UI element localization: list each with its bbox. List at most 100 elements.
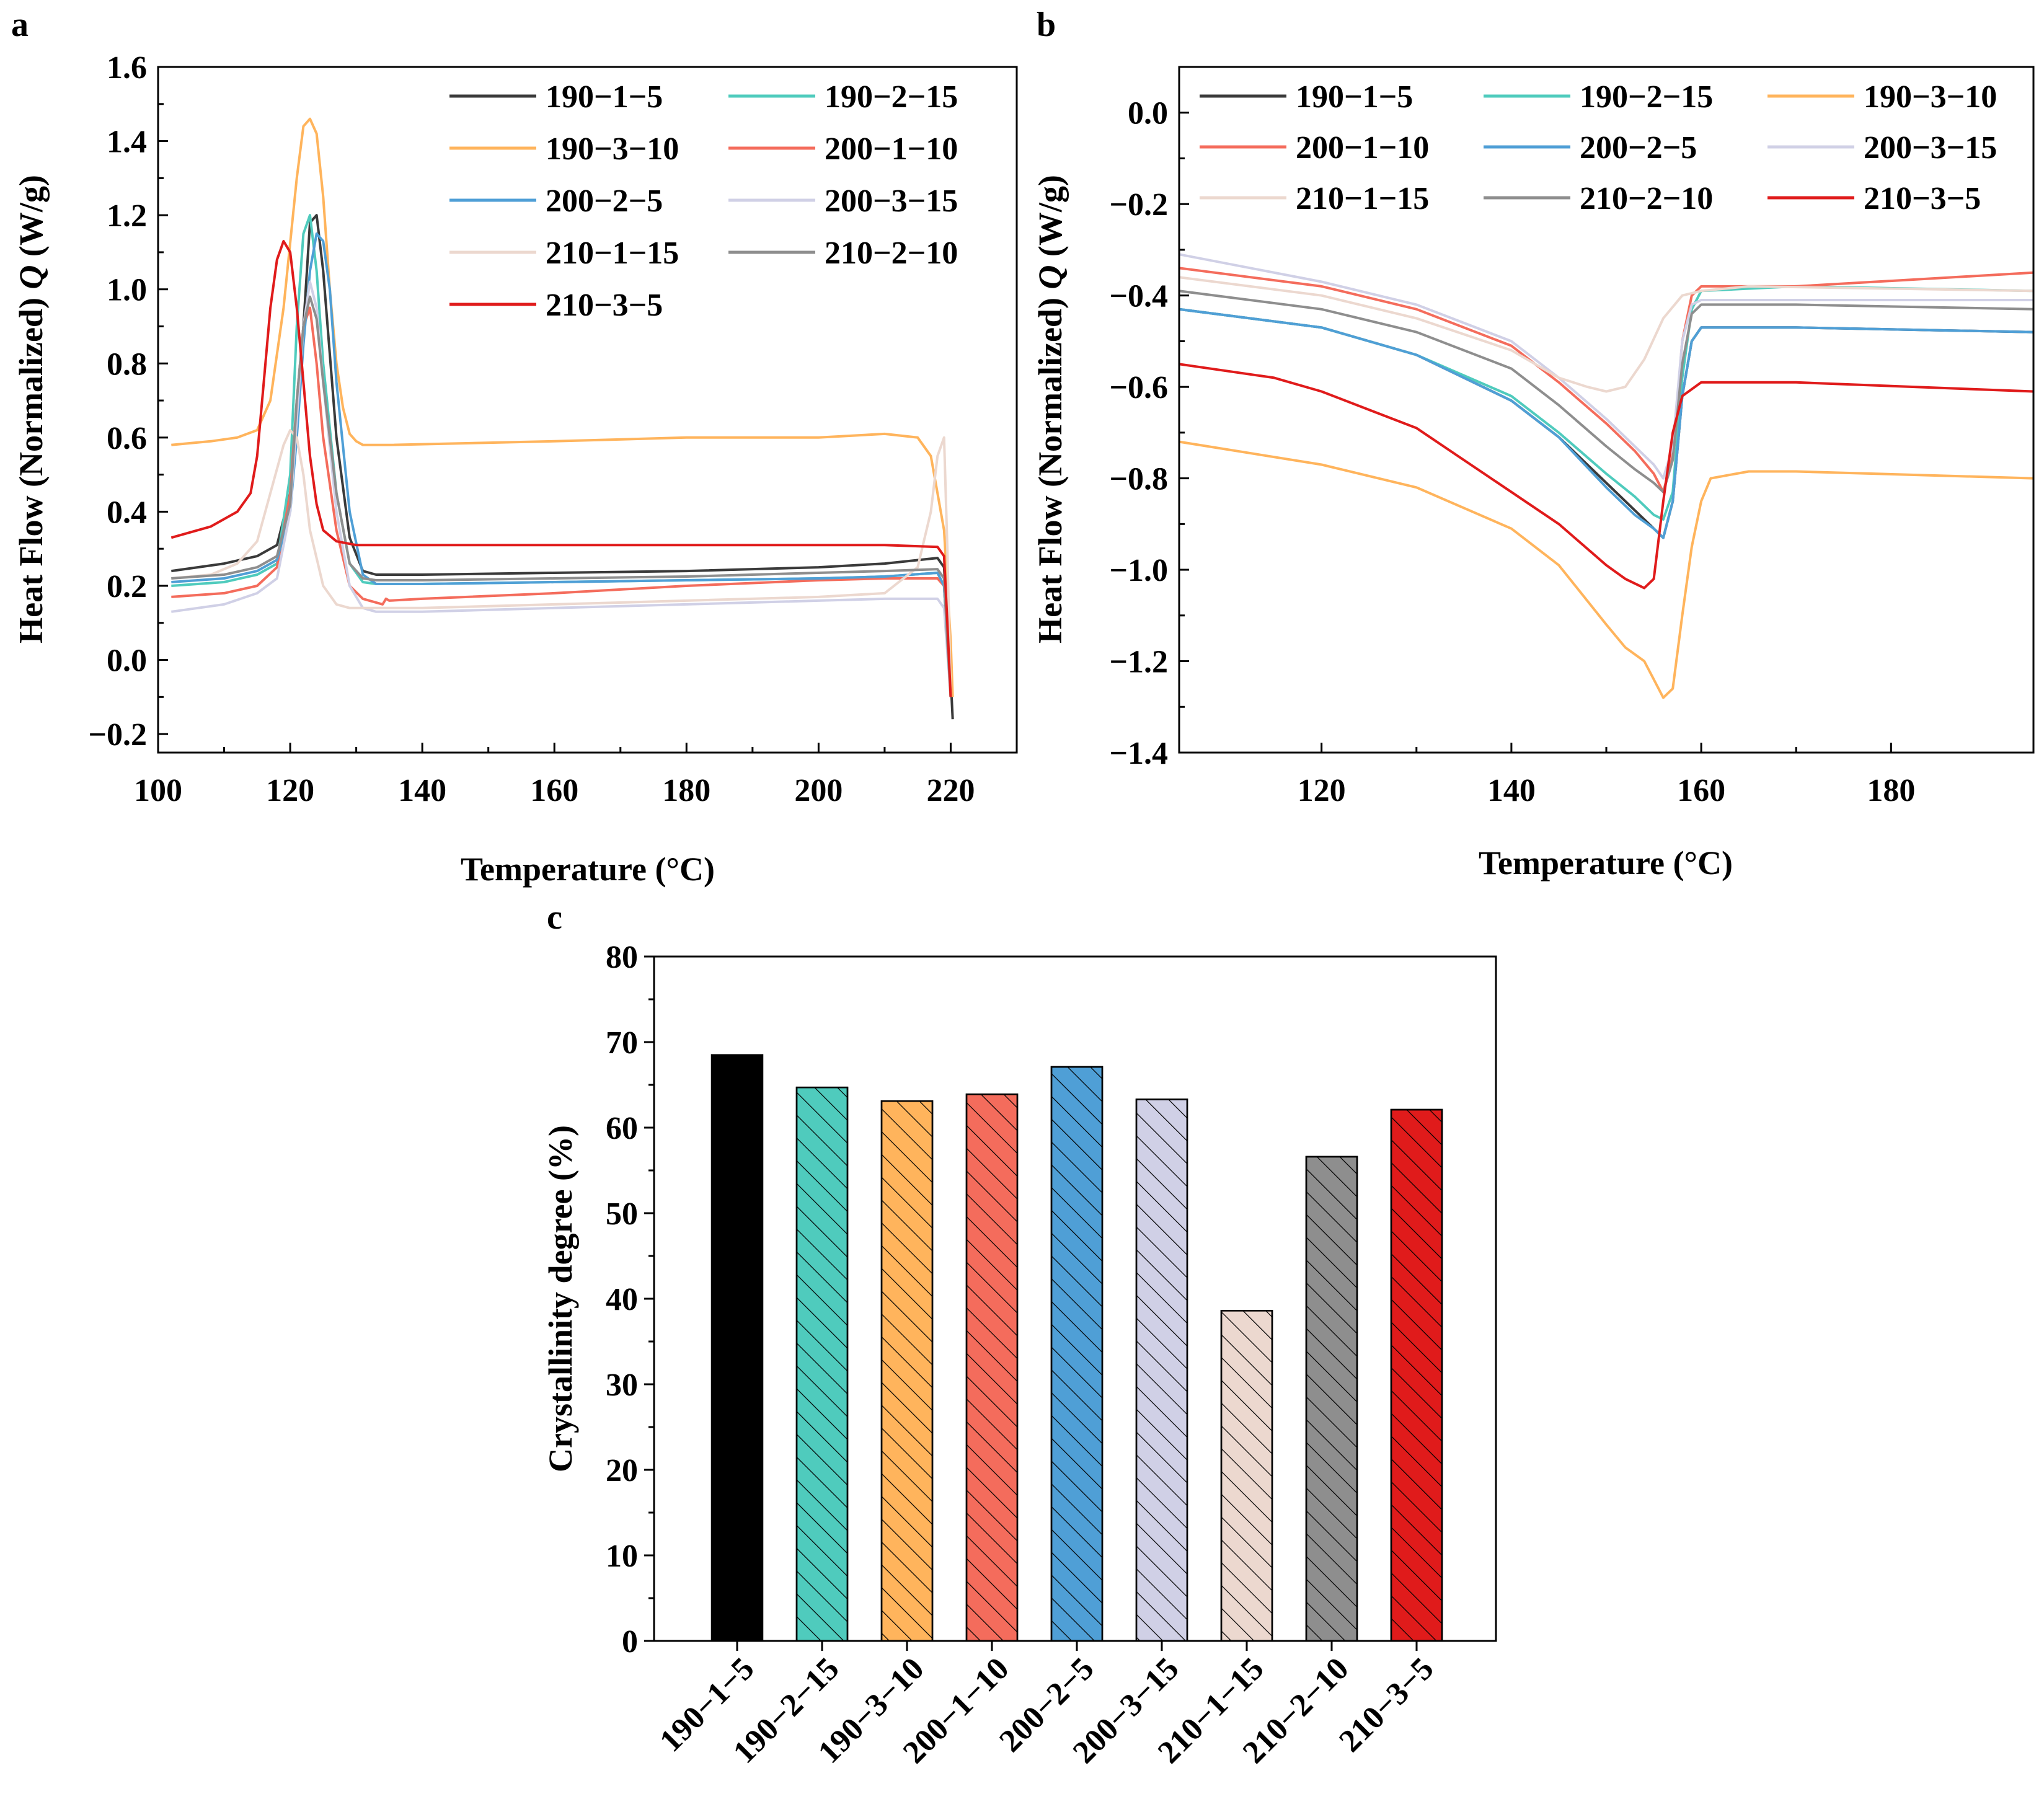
chart-c-y-tick-label: 30	[606, 1368, 638, 1403]
chart-a-y-axis-title: Heat Flow (Normalized) Q (W/g)	[12, 175, 50, 643]
chart-b-y-tick-label: −0.6	[1109, 370, 1168, 405]
chart-b-y-tick-label: −1.4	[1109, 736, 1168, 771]
chart-a-series-line-6	[171, 280, 952, 697]
chart-b-legend-label: 190−2−15	[1580, 79, 1713, 115]
chart-a-legend-label: 200−3−15	[825, 183, 958, 219]
chart-b-x-tick-label: 160	[1677, 773, 1725, 808]
chart-a-y-tick-label: 1.2	[107, 198, 147, 234]
chart-c-y-tick-label: 0	[622, 1624, 638, 1660]
chart-b-series-lines	[1179, 253, 2034, 699]
chart-b-x-tick-label: 120	[1298, 773, 1346, 808]
chart-c-y-tick-label: 80	[606, 940, 638, 975]
chart-a-y-tick-label: 0.8	[107, 347, 147, 382]
chart-a-x-tick-label: 100	[134, 773, 182, 808]
chart-c-bar-hatch-6	[1135, 1098, 1188, 1642]
chart-b-series-line-2	[1179, 285, 2034, 521]
chart-a-x-tick-label: 200	[794, 773, 843, 808]
chart-c-category-label: 210−3−5	[1332, 1651, 1440, 1759]
chart-a-x-tick-label: 180	[662, 773, 710, 808]
chart-b-legend-label: 190−3−10	[1864, 79, 1997, 115]
chart-a-series-line-8	[171, 295, 952, 697]
chart-a-x-axis-title: Temperature (°C)	[461, 851, 715, 888]
chart-b-frame	[1178, 66, 2035, 754]
chart-a-y-tick-label: 1.4	[107, 125, 147, 160]
chart-a-ticks: 100 120 140 160 180 200 220 −0.2 0.0 0.2 0.4 0.6 0.8…	[88, 50, 975, 808]
chart-b-series-line-6	[1179, 253, 2033, 480]
chart-a-legend-label: 190−1−5	[546, 79, 663, 115]
chart-c-y-tick-label: 70	[606, 1025, 638, 1061]
chart-b-legend-label: 210−2−10	[1580, 181, 1713, 216]
chart-b-y-tick-label: −1.2	[1109, 645, 1168, 680]
chart-b-x-tick-label: 140	[1487, 773, 1536, 808]
chart-b-series-line-9	[1179, 363, 2034, 590]
chart-a-legend-label: 190−2−15	[825, 79, 958, 115]
chart-c-bar-hatch-9	[1390, 1108, 1443, 1642]
chart-b-series-line-7	[1179, 276, 2034, 393]
chart-a-series-lines	[170, 117, 954, 720]
chart-b-x-tick-label: 180	[1867, 773, 1915, 808]
chart-c-bar-hatch-7	[1220, 1310, 1273, 1642]
chart-b-y-tick-label: −0.2	[1109, 187, 1168, 223]
chart-c-bar-1	[710, 1054, 764, 1642]
chart-c-frame	[653, 955, 1497, 1642]
chart-b-legend-label: 210−1−15	[1296, 181, 1429, 216]
chart-b-y-tick-label: −0.4	[1109, 279, 1168, 314]
chart-b-y-tick-label: −0.8	[1109, 462, 1168, 497]
chart-a-legend-label: 190−3−10	[546, 131, 679, 167]
panel-label-a: a	[11, 6, 29, 44]
panel-label-c: c	[547, 898, 562, 937]
chart-a-series-line-3	[171, 117, 954, 697]
chart-b-legend-label: 190−1−5	[1296, 79, 1413, 115]
chart-c-bar-hatch-2	[795, 1086, 849, 1642]
chart-a-x-tick-label: 160	[530, 773, 578, 808]
chart-a-legend-label: 210−2−10	[825, 236, 958, 271]
chart-c-y-tick-label: 60	[606, 1111, 638, 1146]
chart-c-y-tick-label: 50	[606, 1196, 638, 1232]
chart-b-series-line-5	[1179, 307, 2034, 539]
chart-a-x-tick-label: 140	[398, 773, 446, 808]
chart-c-bar-hatch-3	[880, 1100, 934, 1642]
chart-a-y-tick-label: −0.2	[88, 717, 147, 753]
chart-c-bar-hatch-5	[1050, 1066, 1104, 1642]
chart-a-legend: 190−1−5 190−2−15 190−3−10 200−1−10 200−2−5 20…	[449, 79, 958, 323]
chart-b-legend-label: 200−3−15	[1864, 130, 1997, 166]
chart-c-bar-hatch-4	[965, 1093, 1019, 1642]
chart-b-legend-label: 210−3−5	[1864, 181, 1981, 216]
chart-b-legend-label: 200−1−10	[1296, 130, 1429, 166]
chart-b-legend-label: 200−2−5	[1580, 130, 1697, 166]
chart-b-series-line-3	[1179, 440, 2034, 699]
chart-a-frame	[157, 66, 1018, 754]
chart-b-series-line-4	[1179, 267, 2034, 493]
chart-b-legend: 190−1−5 190−2−15 190−3−10 200−1−10 200−2−5 20…	[1200, 79, 1997, 216]
heat-flow-chart-b: 120 140 160 180 0.0 −0.2 −0.4 −0.6 −0.8 −1.0 −1.2 −…	[1032, 66, 2035, 882]
chart-a-y-tick-label: 0.4	[107, 495, 147, 530]
chart-a-series-line-9	[170, 240, 952, 697]
chart-c-y-tick-label: 40	[606, 1282, 638, 1317]
chart-a-series-line-7	[171, 428, 952, 697]
chart-a-legend-label: 210−1−15	[546, 236, 679, 271]
chart-a-y-tick-label: 0.2	[107, 569, 147, 604]
chart-a-y-tick-label: 1.6	[107, 50, 147, 86]
chart-c-y-tick-label: 10	[606, 1539, 638, 1574]
chart-b-x-axis-title: Temperature (°C)	[1479, 844, 1733, 882]
heat-flow-chart-a: 100 120 140 160 180 200 220 −0.2 0.0 0.2 0.4 0.6 0.8…	[12, 50, 1018, 888]
chart-a-y-tick-label: 0.6	[107, 421, 147, 456]
chart-c-y-axis-title: Crystallinity degree (%)	[542, 1125, 579, 1472]
chart-b-ticks: 120 140 160 180 0.0 −0.2 −0.4 −0.6 −0.8 −1.0 −1.2 −…	[1109, 96, 1915, 808]
chart-a-legend-label: 200−1−10	[825, 131, 958, 167]
chart-a-legend-label: 200−2−5	[546, 183, 663, 219]
chart-a-legend-label: 210−3−5	[546, 288, 663, 323]
chart-a-x-tick-label: 220	[926, 773, 975, 808]
chart-b-y-axis-title: Heat Flow (Normalized) Q (W/g)	[1032, 175, 1069, 643]
chart-c-bar-hatch-8	[1305, 1156, 1358, 1642]
chart-b-y-tick-label: −1.0	[1109, 553, 1168, 588]
chart-c-y-tick-label: 20	[606, 1453, 638, 1488]
chart-a-x-tick-label: 120	[266, 773, 314, 808]
crystallinity-bar-chart-c: 190−1−5190−2−15190−3−10200−1−10200−2−520…	[542, 940, 1497, 1770]
chart-a-series-line-4	[171, 306, 952, 697]
chart-a-y-tick-label: 0.0	[107, 643, 147, 679]
chart-a-y-tick-label: 1.0	[107, 273, 147, 308]
chart-b-y-tick-label: 0.0	[1128, 96, 1168, 131]
panel-label-b: b	[1037, 6, 1056, 44]
